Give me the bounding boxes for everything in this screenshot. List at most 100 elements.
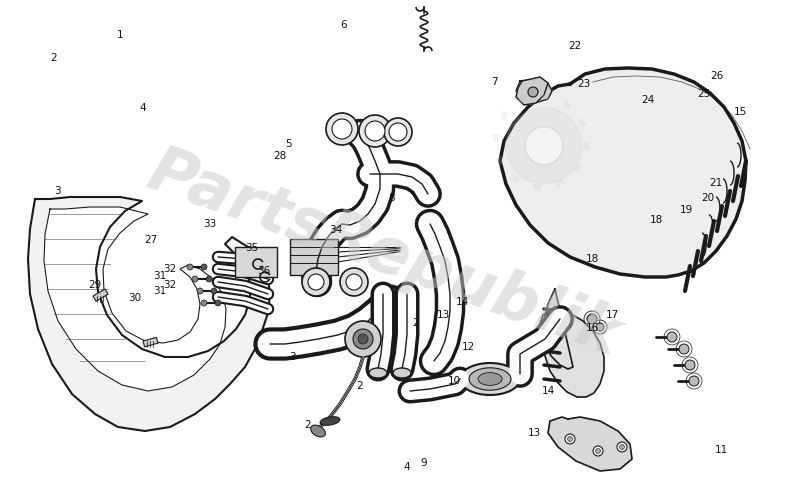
Circle shape (529, 86, 541, 98)
Circle shape (532, 89, 538, 95)
Text: 7: 7 (491, 77, 498, 87)
Circle shape (206, 276, 212, 283)
Circle shape (389, 124, 407, 142)
Circle shape (302, 268, 330, 296)
Bar (562, 101, 572, 110)
Text: 26: 26 (710, 71, 723, 81)
Ellipse shape (369, 368, 387, 378)
Circle shape (346, 274, 362, 290)
Text: 21: 21 (710, 178, 722, 188)
Text: 15: 15 (734, 107, 746, 117)
Bar (235, 247, 277, 278)
Text: 4: 4 (139, 102, 146, 112)
Circle shape (345, 321, 381, 357)
Ellipse shape (393, 368, 411, 378)
Text: 9: 9 (421, 457, 427, 467)
Circle shape (596, 324, 604, 331)
Text: 30: 30 (128, 293, 141, 303)
Circle shape (215, 301, 221, 306)
Bar (495, 157, 505, 166)
Text: 34: 34 (330, 224, 342, 234)
Text: 32: 32 (163, 279, 176, 289)
Bar (574, 163, 582, 173)
Text: 32: 32 (163, 264, 176, 273)
Circle shape (358, 334, 368, 345)
Circle shape (525, 127, 563, 165)
Bar (290, 240, 338, 275)
Text: 33: 33 (203, 219, 216, 228)
Circle shape (528, 88, 538, 98)
Circle shape (593, 446, 603, 456)
Circle shape (685, 360, 695, 370)
Text: 31: 31 (154, 286, 166, 296)
Bar (517, 97, 527, 106)
Text: 1: 1 (117, 30, 123, 40)
Text: 14: 14 (542, 386, 554, 395)
Circle shape (326, 114, 358, 146)
Circle shape (617, 442, 627, 452)
Ellipse shape (310, 425, 326, 437)
Circle shape (384, 119, 412, 147)
Text: 3: 3 (54, 185, 61, 195)
Ellipse shape (320, 417, 340, 426)
Bar (555, 179, 565, 188)
Text: 18: 18 (650, 215, 662, 224)
Bar (510, 175, 520, 184)
Circle shape (187, 264, 193, 270)
Text: 5: 5 (285, 139, 291, 149)
Bar (533, 184, 541, 190)
Text: 4: 4 (403, 461, 410, 471)
Circle shape (506, 108, 582, 184)
Text: 20: 20 (702, 192, 714, 202)
Bar (493, 134, 499, 142)
Text: 3: 3 (289, 351, 295, 361)
Bar (541, 95, 549, 101)
Bar (143, 338, 158, 347)
Text: 19: 19 (680, 205, 693, 215)
Text: 16: 16 (586, 322, 598, 332)
Text: 29: 29 (88, 279, 101, 289)
Circle shape (689, 376, 699, 386)
Circle shape (332, 120, 352, 140)
Circle shape (587, 314, 597, 325)
Ellipse shape (469, 368, 511, 390)
Polygon shape (540, 289, 604, 397)
Circle shape (359, 116, 391, 148)
Circle shape (201, 264, 207, 270)
Circle shape (201, 301, 207, 306)
Ellipse shape (478, 373, 502, 386)
Text: 12: 12 (462, 342, 475, 351)
Circle shape (365, 122, 385, 142)
Text: 27: 27 (144, 234, 157, 244)
Text: 31: 31 (154, 271, 166, 281)
Text: 17: 17 (606, 310, 618, 320)
Text: 22: 22 (568, 41, 581, 51)
Text: 6: 6 (341, 20, 347, 30)
Bar (499, 112, 509, 122)
Circle shape (211, 288, 217, 294)
Text: 36: 36 (258, 266, 270, 276)
Text: 23: 23 (578, 79, 590, 89)
Circle shape (197, 288, 203, 294)
Circle shape (565, 434, 575, 444)
Text: 14: 14 (456, 297, 469, 306)
Text: 10: 10 (448, 376, 461, 386)
Circle shape (353, 329, 373, 349)
Bar (578, 119, 586, 128)
Polygon shape (44, 207, 226, 391)
Polygon shape (516, 80, 552, 104)
Polygon shape (28, 198, 270, 431)
Text: 24: 24 (642, 95, 654, 105)
Circle shape (308, 274, 324, 290)
Text: 11: 11 (715, 444, 728, 454)
Circle shape (567, 437, 573, 442)
Text: 2: 2 (413, 317, 419, 327)
Circle shape (595, 448, 601, 453)
Text: 2: 2 (357, 381, 363, 390)
Text: PartsRepublik: PartsRepublik (139, 140, 629, 368)
Ellipse shape (460, 363, 520, 395)
Text: 28: 28 (274, 150, 286, 160)
Text: 35: 35 (246, 243, 258, 253)
Text: 13: 13 (437, 310, 450, 320)
Text: 13: 13 (528, 427, 541, 437)
